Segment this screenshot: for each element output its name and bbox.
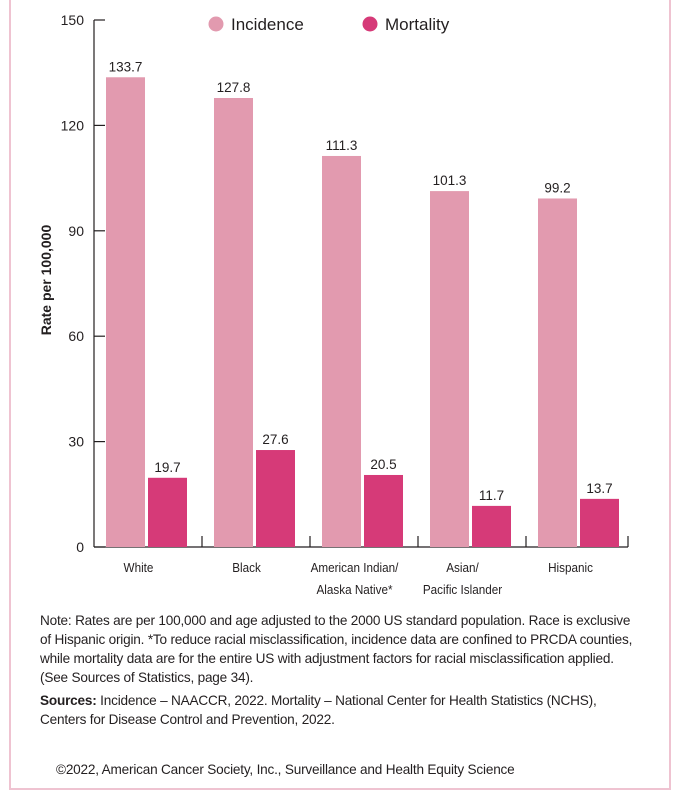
category-label: Pacific Islander xyxy=(423,582,502,597)
sources-text: Sources: Incidence – NAACCR, 2022. Morta… xyxy=(40,693,597,727)
data-label: 19.7 xyxy=(154,460,180,475)
category-label: White xyxy=(124,560,154,575)
data-label: 27.6 xyxy=(262,432,288,447)
y-tick-label: 120 xyxy=(61,117,85,133)
data-label: 20.5 xyxy=(370,457,396,472)
data-label: 11.7 xyxy=(479,488,504,503)
bar-incidence xyxy=(106,77,145,547)
data-label: 133.7 xyxy=(109,59,143,74)
y-tick-label: 0 xyxy=(76,539,84,555)
data-label: 111.3 xyxy=(326,138,358,153)
legend-mortality-label: Mortality xyxy=(385,15,450,34)
chart-frame xyxy=(9,0,671,790)
bar-mortality xyxy=(256,450,295,547)
category-label: Black xyxy=(232,560,261,575)
y-axis-label: Rate per 100,000 xyxy=(38,225,54,336)
bar-incidence xyxy=(322,155,361,547)
chart-notes: Note: Rates are per 100,000 and age adju… xyxy=(40,611,640,733)
category-label: Hispanic xyxy=(548,560,593,575)
bar-mortality xyxy=(148,477,187,547)
data-label: 101.3 xyxy=(433,173,467,188)
y-tick-label: 90 xyxy=(68,223,84,239)
copyright: ©2022, American Cancer Society, Inc., Su… xyxy=(56,762,515,777)
data-label: 127.8 xyxy=(217,80,251,95)
legend-incidence-label: Incidence xyxy=(231,15,304,34)
bar-incidence xyxy=(430,191,469,547)
bar-incidence xyxy=(214,97,253,547)
legend-mortality-swatch xyxy=(362,16,378,32)
bar-mortality xyxy=(580,498,619,547)
data-label: 99.2 xyxy=(544,180,570,195)
category-label: Asian/ xyxy=(446,560,479,575)
bar-chart: 0 30 60 90 120 150 Rate per 100,000 133.7 127.8 1… xyxy=(38,12,629,597)
category-label: Alaska Native* xyxy=(316,582,392,597)
bar-incidence xyxy=(538,198,577,547)
bar-mortality xyxy=(364,474,403,547)
y-tick-label: 150 xyxy=(61,12,85,28)
data-label: 13.7 xyxy=(586,481,612,496)
bar-mortality xyxy=(472,505,511,547)
category-label: American Indian/ xyxy=(311,560,399,575)
legend-incidence-swatch xyxy=(208,16,224,32)
y-tick-label: 60 xyxy=(68,328,84,344)
note-text: Note: Rates are per 100,000 and age adju… xyxy=(40,613,633,685)
y-tick-label: 30 xyxy=(68,434,84,450)
